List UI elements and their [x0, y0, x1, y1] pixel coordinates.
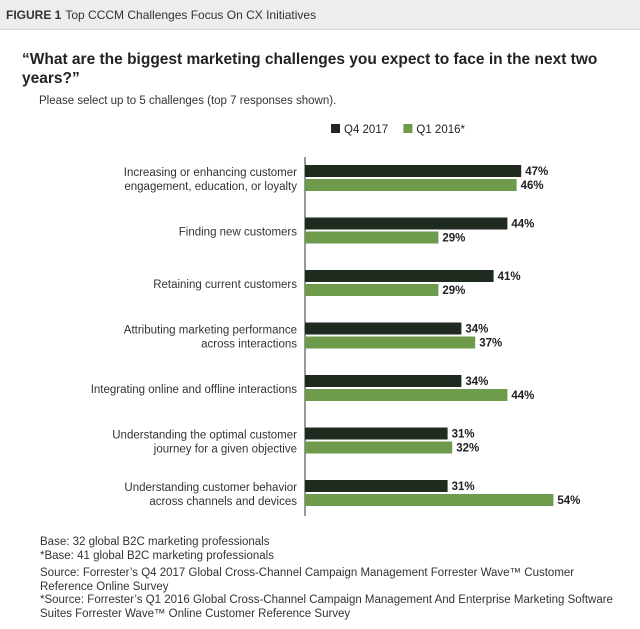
bar-q4-2017-5 [305, 375, 462, 387]
survey-question: “What are the biggest marketing challeng… [22, 51, 598, 87]
value-label-q4-2017-2: 44% [511, 219, 534, 231]
legend-label-2: Q1 2016* [416, 124, 465, 136]
category-label-3: Retaining current customers [153, 279, 297, 291]
bar-q1-2016-4 [305, 336, 476, 349]
category-label-1-line-2: engagement, education, or loyalty [124, 181, 297, 193]
bar-chart: Q4 2017 Q1 2016* Increasing or enhancing c… [91, 124, 580, 516]
bar-q4-2017-4 [305, 322, 462, 335]
value-label-q1-2016-3: 29% [442, 285, 465, 297]
value-label-q1-2016-4: 37% [479, 338, 502, 350]
category-label-2: Finding new customers [179, 227, 297, 239]
source-note-q1-2016: *Source: Forrester’s Q1 2016 Global Cros… [40, 594, 613, 620]
figure-label: FIGURE 1 [6, 8, 62, 22]
value-label-q1-2016-2: 29% [442, 233, 465, 245]
figure-header: FIGURE 1 Top CCCM Challenges Focus On CX … [0, 0, 640, 30]
bar-q1-2016-7 [305, 494, 554, 506]
figure-title: Top CCCM Challenges Focus On CX Initiati… [65, 8, 317, 22]
value-label-q4-2017-3: 41% [498, 271, 521, 283]
bar-q1-2016-1 [305, 179, 517, 191]
value-label-q1-2016-1: 46% [521, 180, 544, 192]
value-label-q1-2016-6: 32% [456, 443, 479, 455]
value-label-q4-2017-6: 31% [452, 429, 475, 441]
bar-q1-2016-2 [305, 231, 439, 244]
value-label-q1-2016-5: 44% [511, 390, 534, 402]
bar-q1-2016-5 [305, 389, 508, 401]
category-label-1-line-1: Increasing or enhancing customer [124, 167, 297, 179]
bar-q4-2017-7 [305, 480, 448, 492]
category-label-6-line-1: Understanding the optimal customer [112, 430, 297, 442]
category-label-4-line-2: across interactions [201, 339, 297, 351]
chart-notes: Base: 32 global B2C marketing profession… [40, 536, 630, 621]
legend-swatch-2 [403, 124, 413, 133]
value-label-q4-2017-7: 31% [452, 481, 475, 493]
category-label-4-line-1: Attributing marketing performance [124, 325, 297, 337]
value-label-q4-2017-5: 34% [465, 376, 488, 388]
legend-swatch-1 [331, 124, 340, 133]
bar-q4-2017-1 [305, 165, 522, 177]
survey-subtitle: Please select up to 5 challenges (top 7 … [39, 95, 337, 107]
value-label-q4-2017-4: 34% [465, 324, 488, 336]
source-note-q4-2017: Source: Forrester’s Q4 2017 Global Cross… [40, 567, 575, 593]
value-label-q4-2017-1: 47% [525, 166, 548, 178]
value-label-q1-2016-7: 54% [557, 495, 580, 507]
base-note-q4-2017: Base: 32 global B2C marketing profession… [40, 536, 270, 548]
category-label-7-line-1: Understanding customer behavior [124, 482, 297, 494]
category-label-6-line-2: journey for a given objective [153, 444, 297, 456]
category-label-5: Integrating online and offline interacti… [91, 384, 298, 396]
bar-q4-2017-3 [305, 270, 494, 282]
bar-q4-2017-2 [305, 217, 508, 230]
bar-q1-2016-6 [305, 441, 453, 454]
legend-label-1: Q4 2017 [344, 124, 388, 136]
bar-q4-2017-6 [305, 427, 448, 440]
bar-q1-2016-3 [305, 284, 439, 296]
base-note-q1-2016: *Base: 41 global B2C marketing professio… [40, 549, 274, 562]
category-label-7-line-2: across channels and devices [149, 496, 297, 508]
